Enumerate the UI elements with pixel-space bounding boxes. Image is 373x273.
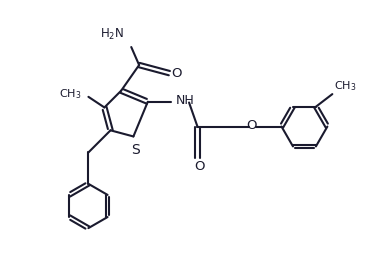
Text: S: S <box>131 143 140 157</box>
Text: CH$_3$: CH$_3$ <box>334 79 356 93</box>
Text: O: O <box>194 160 205 173</box>
Text: NH: NH <box>176 94 195 108</box>
Text: CH$_3$: CH$_3$ <box>59 87 82 101</box>
Text: O: O <box>171 67 181 80</box>
Text: H$_2$N: H$_2$N <box>100 27 124 42</box>
Text: O: O <box>247 119 257 132</box>
